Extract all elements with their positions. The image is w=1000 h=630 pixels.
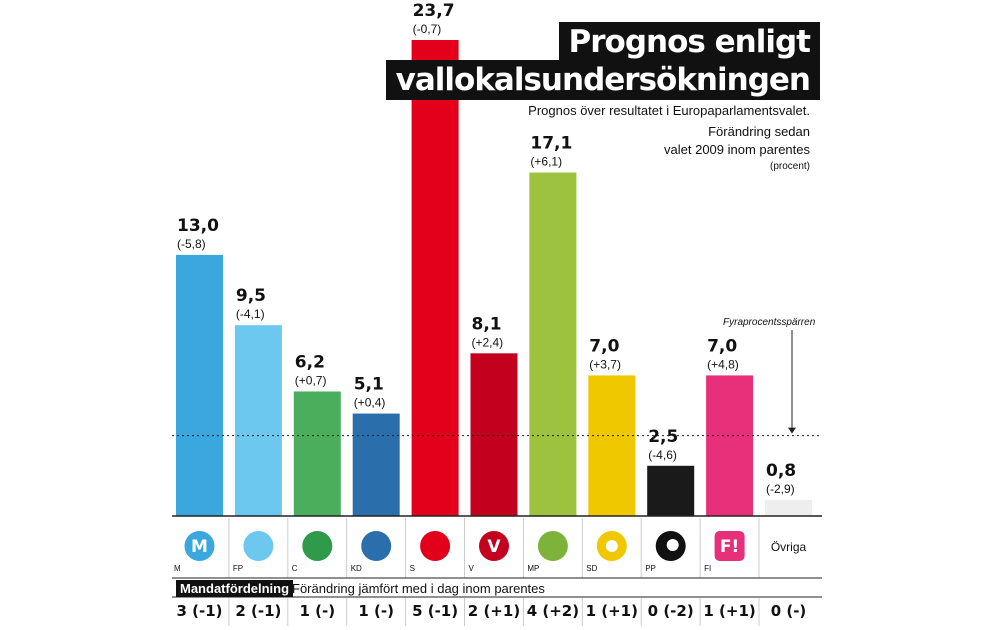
change-label-fp: (-4,1): [236, 307, 265, 321]
value-label-fi: 7,0: [707, 336, 737, 356]
category-label-c: C: [292, 564, 298, 573]
category-label-pp: PP: [645, 564, 656, 573]
value-label-kd: 5,1: [354, 375, 384, 395]
value-label-sd: 7,0: [589, 336, 619, 356]
mandate-value-c: 1 (-): [299, 602, 335, 620]
party-logo-icon-m: [184, 531, 215, 561]
mandate-value-kd: 1 (-): [358, 602, 394, 620]
category-label-fp: FP: [233, 564, 243, 573]
value-label-mp: 17,1: [530, 134, 572, 154]
change-label-mp: (+6,1): [530, 155, 562, 169]
mandate-value-pp: 0 (-2): [648, 602, 694, 620]
sd-flower-icon: [605, 540, 618, 552]
party-logo-icon-mp: [537, 531, 568, 561]
party-logo-icon-c: [302, 531, 333, 561]
bar-m: [176, 254, 223, 516]
value-label-s: 23,7: [413, 1, 455, 21]
change-label-v: (+2,4): [472, 335, 504, 349]
change-label-c: (+0,7): [295, 373, 327, 387]
guides-group: [172, 330, 822, 579]
category-label-m: M: [174, 564, 181, 573]
value-label-övriga: 0,8: [766, 461, 796, 481]
chart-subtitle: Prognos över resultatet i Europaparlamen…: [528, 103, 810, 118]
mandates-group: 3 (-1) 2 (-1) 1 (-) 1 (-) 5 (-1) 2 (+1) 4 (+2)…: [172, 596, 822, 626]
category-label-sd: SD: [586, 564, 597, 573]
change-label-fi: (+4,8): [707, 357, 739, 371]
bar-mp: [529, 172, 577, 517]
value-label-fp: 9,5: [236, 286, 266, 306]
mandate-value-s: 5 (-1): [412, 602, 458, 620]
value-label-pp: 2,5: [648, 427, 678, 447]
value-label-c: 6,2: [295, 352, 325, 372]
mandate-value-v: 2 (+1): [468, 602, 520, 620]
threshold-label: Fyraprocentsspärren: [723, 317, 816, 328]
bar-fp: [234, 325, 282, 516]
chart-title-line1: Prognos enligt: [558, 22, 820, 62]
change-label-kd: (+0,4): [354, 396, 386, 410]
change-label-pp: (-4,6): [648, 448, 677, 462]
bars-group: 13,0(-5,8) 9,5(-4,1) 6,2(+0,7) 5,1(+0,4) 23,…: [176, 1, 812, 517]
unit-label: (procent): [769, 161, 810, 172]
mandate-value-övriga: 0 (-): [771, 602, 807, 620]
bar-fi: [706, 375, 754, 516]
value-label-v: 8,1: [472, 314, 502, 334]
logo-letter-v: V: [487, 537, 501, 557]
bar-v: [470, 353, 518, 516]
category-label-ovriga: Övriga: [771, 540, 807, 554]
mandate-value-fp: 2 (-1): [235, 602, 281, 620]
bar-s: [411, 40, 459, 516]
bar-sd: [588, 375, 636, 516]
party-logo-icon-kd: [361, 531, 392, 561]
bar-kd: [352, 413, 400, 516]
change-note-line1: Förändring sedan: [708, 124, 810, 139]
bar-c: [293, 391, 341, 516]
mandate-description: Förändring jämfört med i dag inom parent…: [292, 581, 545, 596]
party-logos-group: M M FP C KD S V V MP SD PP F! FI Övriga: [174, 518, 806, 578]
chart-title-line2: vallokalsundersökningen: [385, 60, 820, 100]
bar-övriga: [765, 499, 812, 516]
change-label-sd: (+3,7): [589, 357, 621, 371]
party-logo-icon-fp: [243, 531, 274, 561]
party-logo-icon-v: [479, 531, 509, 561]
mandate-value-mp: 4 (+2): [527, 602, 579, 620]
value-label-m: 13,0: [177, 216, 219, 236]
mandate-value-m: 3 (-1): [176, 602, 222, 620]
party-logo-icon-fi: [714, 531, 745, 561]
change-label-m: (-5,8): [177, 237, 206, 251]
party-logo-icon-s: [420, 531, 451, 561]
change-label-övriga: (-2,9): [766, 482, 795, 496]
change-note-line2: valet 2009 inom parentes: [664, 142, 810, 157]
mandate-value-sd: 1 (+1): [586, 602, 638, 620]
category-label-kd: KD: [351, 564, 362, 573]
category-label-v: V: [469, 564, 475, 573]
mandate-value-fi: 1 (+1): [703, 602, 755, 620]
category-label-fi: FI: [704, 564, 711, 573]
category-label-s: S: [410, 564, 415, 573]
threshold-arrow-icon: [788, 427, 796, 434]
bar-pp: [647, 465, 695, 516]
category-label-mp: MP: [527, 564, 539, 573]
pp-sail-icon: [666, 539, 679, 551]
logo-letter-fi: F!: [720, 537, 739, 557]
mandate-header: Mandatfördelning: [176, 580, 294, 597]
logo-letter-m: M: [191, 537, 208, 557]
change-label-s: (-0,7): [413, 22, 442, 36]
